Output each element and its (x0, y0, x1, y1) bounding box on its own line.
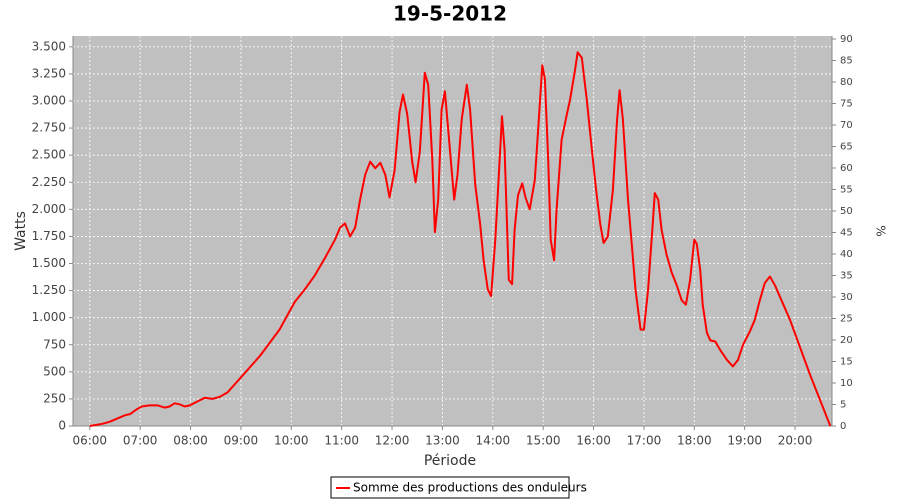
y2-tick-label: 70 (840, 120, 853, 131)
y-tick-label: 1.750 (32, 229, 66, 243)
y2-tick-label: 50 (840, 206, 853, 217)
y-tick-label: 2.500 (32, 148, 66, 162)
x-tick-label: 19:00 (727, 434, 762, 448)
x-tick-label: 07:00 (123, 434, 158, 448)
x-tick-label: 06:00 (72, 434, 107, 448)
y-tick-label: 500 (43, 364, 66, 378)
y2-tick-label: 45 (840, 228, 853, 239)
y2-tick-label: 10 (840, 378, 853, 389)
x-tick-label: 13:00 (425, 434, 460, 448)
y-tick-label: 2.750 (32, 121, 66, 135)
x-tick-label: 14:00 (476, 434, 511, 448)
y2-tick-label: 30 (840, 292, 853, 303)
y-tick-label: 1.250 (32, 283, 66, 297)
y-tick-label: 250 (43, 391, 66, 405)
y-tick-label: 1.000 (32, 310, 66, 324)
y-tick-label: 750 (43, 337, 66, 351)
y2-tick-label: 90 (840, 34, 853, 45)
y2-tick-label: 65 (840, 142, 853, 153)
x-tick-label: 20:00 (778, 434, 813, 448)
y2-tick-label: 25 (840, 314, 853, 325)
x-axis-label: Période (424, 453, 476, 469)
x-tick-label: 18:00 (677, 434, 712, 448)
x-tick-label: 17:00 (627, 434, 662, 448)
legend (330, 476, 570, 499)
y-tick-label: 1.500 (32, 256, 66, 270)
y-tick-label: 0 (58, 419, 66, 433)
x-tick-label: 08:00 (173, 434, 208, 448)
x-tick-label: 15:00 (526, 434, 561, 448)
y2-tick-label: 75 (840, 99, 853, 110)
y-tick-label: 3.250 (32, 66, 66, 80)
y-tick-label: 2.000 (32, 202, 66, 216)
x-tick-label: 10:00 (274, 434, 309, 448)
x-tick-label: 09:00 (224, 434, 259, 448)
y2-axis-label: % (874, 225, 888, 236)
y2-tick-label: 15 (840, 357, 853, 368)
y2-tick-label: 85 (840, 56, 853, 67)
y-axis-label: Watts (13, 211, 29, 251)
x-tick-label: 11:00 (324, 434, 359, 448)
chart-title: 19-5-2012 (393, 2, 507, 26)
y-tick-label: 2.250 (32, 175, 66, 189)
y2-tick-label: 40 (840, 249, 853, 260)
y2-tick-label: 5 (840, 400, 846, 411)
y2-tick-label: 80 (840, 77, 853, 88)
y2-tick-label: 0 (840, 421, 846, 432)
y-tick-label: 3.500 (32, 39, 66, 53)
y2-tick-label: 35 (840, 271, 853, 282)
x-tick-label: 12:00 (375, 434, 410, 448)
y2-tick-label: 20 (840, 335, 853, 346)
y2-tick-label: 60 (840, 163, 853, 174)
plot-area (73, 36, 832, 426)
legend-label: Somme des productions des onduleurs (353, 481, 587, 495)
y2-tick-label: 55 (840, 185, 853, 196)
x-tick-label: 16:00 (576, 434, 611, 448)
data-line (89, 51, 832, 427)
y-tick-label: 3.000 (32, 94, 66, 108)
